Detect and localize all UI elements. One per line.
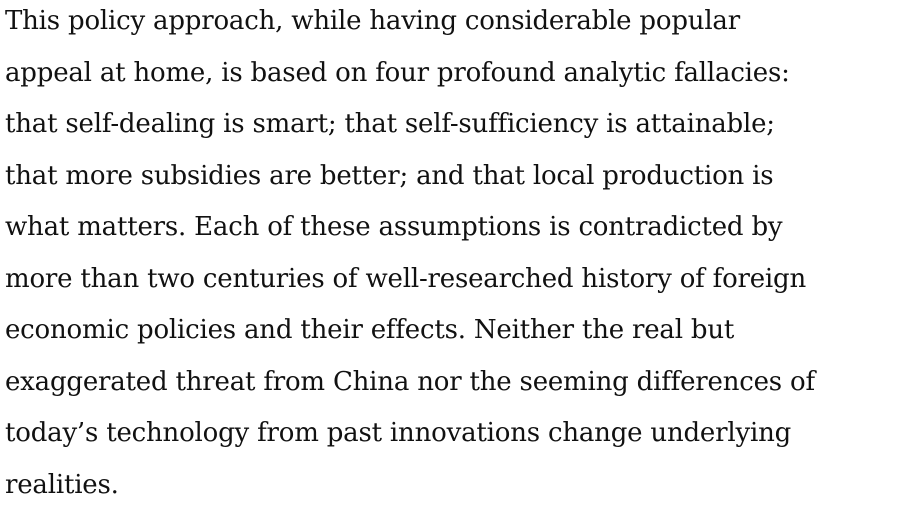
text-line: what matters. Each of these assumptions … (5, 202, 898, 254)
text-line: that self-dealing is smart; that self-su… (5, 99, 898, 151)
text-line: This policy approach, while having consi… (5, 0, 898, 48)
text-line: exaggerated threat from China nor the se… (5, 357, 898, 409)
text-line: more than two centuries of well-research… (5, 254, 898, 306)
text-line: appeal at home, is based on four profoun… (5, 48, 898, 100)
text-line: economic policies and their effects. Nei… (5, 305, 898, 357)
text-line: today’s technology from past innovations… (5, 408, 898, 460)
text-line: realities. (5, 460, 898, 511)
text-line: that more subsidies are better; and that… (5, 151, 898, 203)
paragraph: This policy approach, while having consi… (5, 0, 898, 511)
